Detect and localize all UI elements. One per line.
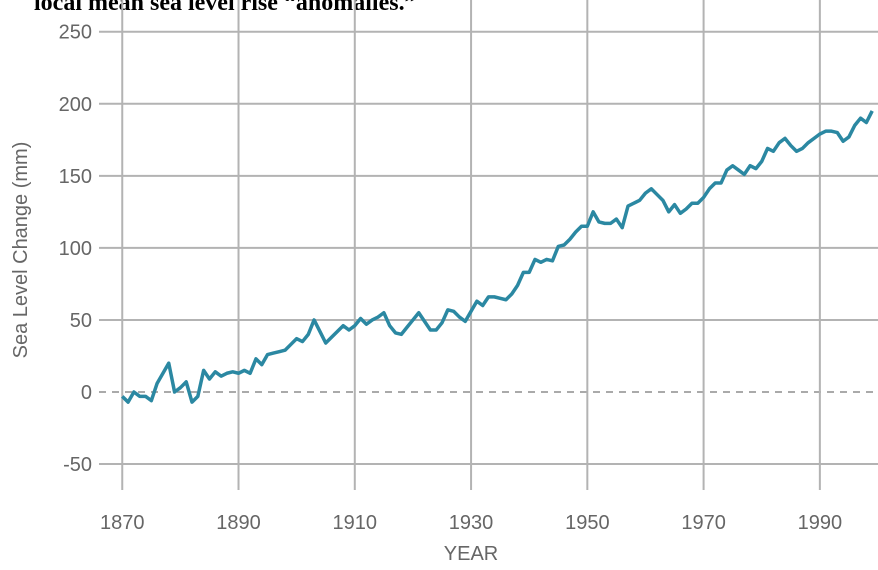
y-tick-label: 50 (70, 310, 92, 332)
x-tick-label: 1910 (333, 512, 378, 534)
x-tick-label: 1890 (216, 512, 261, 534)
x-tick-label: 1970 (681, 512, 726, 534)
x-axis-label: YEAR (444, 543, 498, 565)
y-axis-label: Sea Level Change (mm) (10, 142, 32, 359)
y-tick-label: 200 (59, 94, 92, 116)
data-line (121, 110, 874, 404)
y-tick-label: 100 (59, 238, 92, 260)
chart-title: local mean sea level rise “anomalies.” (34, 0, 417, 16)
x-tick-label: 1950 (565, 512, 610, 534)
y-tick-label: 150 (59, 166, 92, 188)
y-tick-label: 0 (81, 382, 92, 404)
y-tick-label: 250 (59, 22, 92, 44)
y-tick-label: -50 (63, 454, 92, 476)
x-tick-label: 1990 (798, 512, 843, 534)
x-tick-label: 1870 (100, 512, 145, 534)
x-tick-label: 1930 (449, 512, 494, 534)
